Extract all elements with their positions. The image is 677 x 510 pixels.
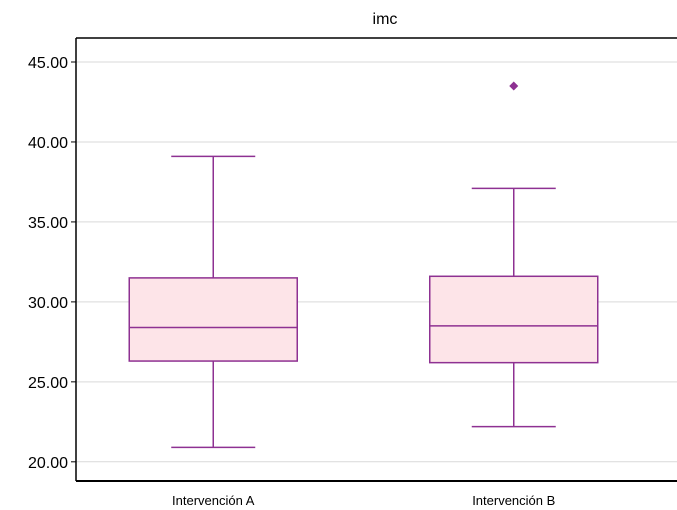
- chart-title: imc: [373, 11, 398, 28]
- x-category-label: Intervención B: [472, 493, 555, 508]
- box-group: [429, 81, 599, 428]
- y-axis-ticks: 20.00 25.00 30.00 35.00 40.00 45.00: [28, 55, 76, 472]
- box-group: [128, 155, 298, 449]
- iqr-box: [128, 277, 298, 362]
- boxes: [128, 81, 599, 449]
- y-tick-label: 30.00: [28, 295, 68, 312]
- outlier-point: [509, 81, 519, 91]
- grid-lines: [76, 61, 677, 463]
- y-tick-label: 45.00: [28, 55, 68, 72]
- x-category-label: Intervención A: [172, 493, 255, 508]
- y-tick-label: 20.00: [28, 455, 68, 472]
- x-axis-categories: Intervención A Intervención B: [172, 493, 555, 508]
- axes: [75, 37, 677, 482]
- iqr-box: [429, 275, 599, 364]
- y-tick-label: 40.00: [28, 135, 68, 152]
- y-tick-label: 25.00: [28, 375, 68, 392]
- y-tick-label: 35.00: [28, 215, 68, 232]
